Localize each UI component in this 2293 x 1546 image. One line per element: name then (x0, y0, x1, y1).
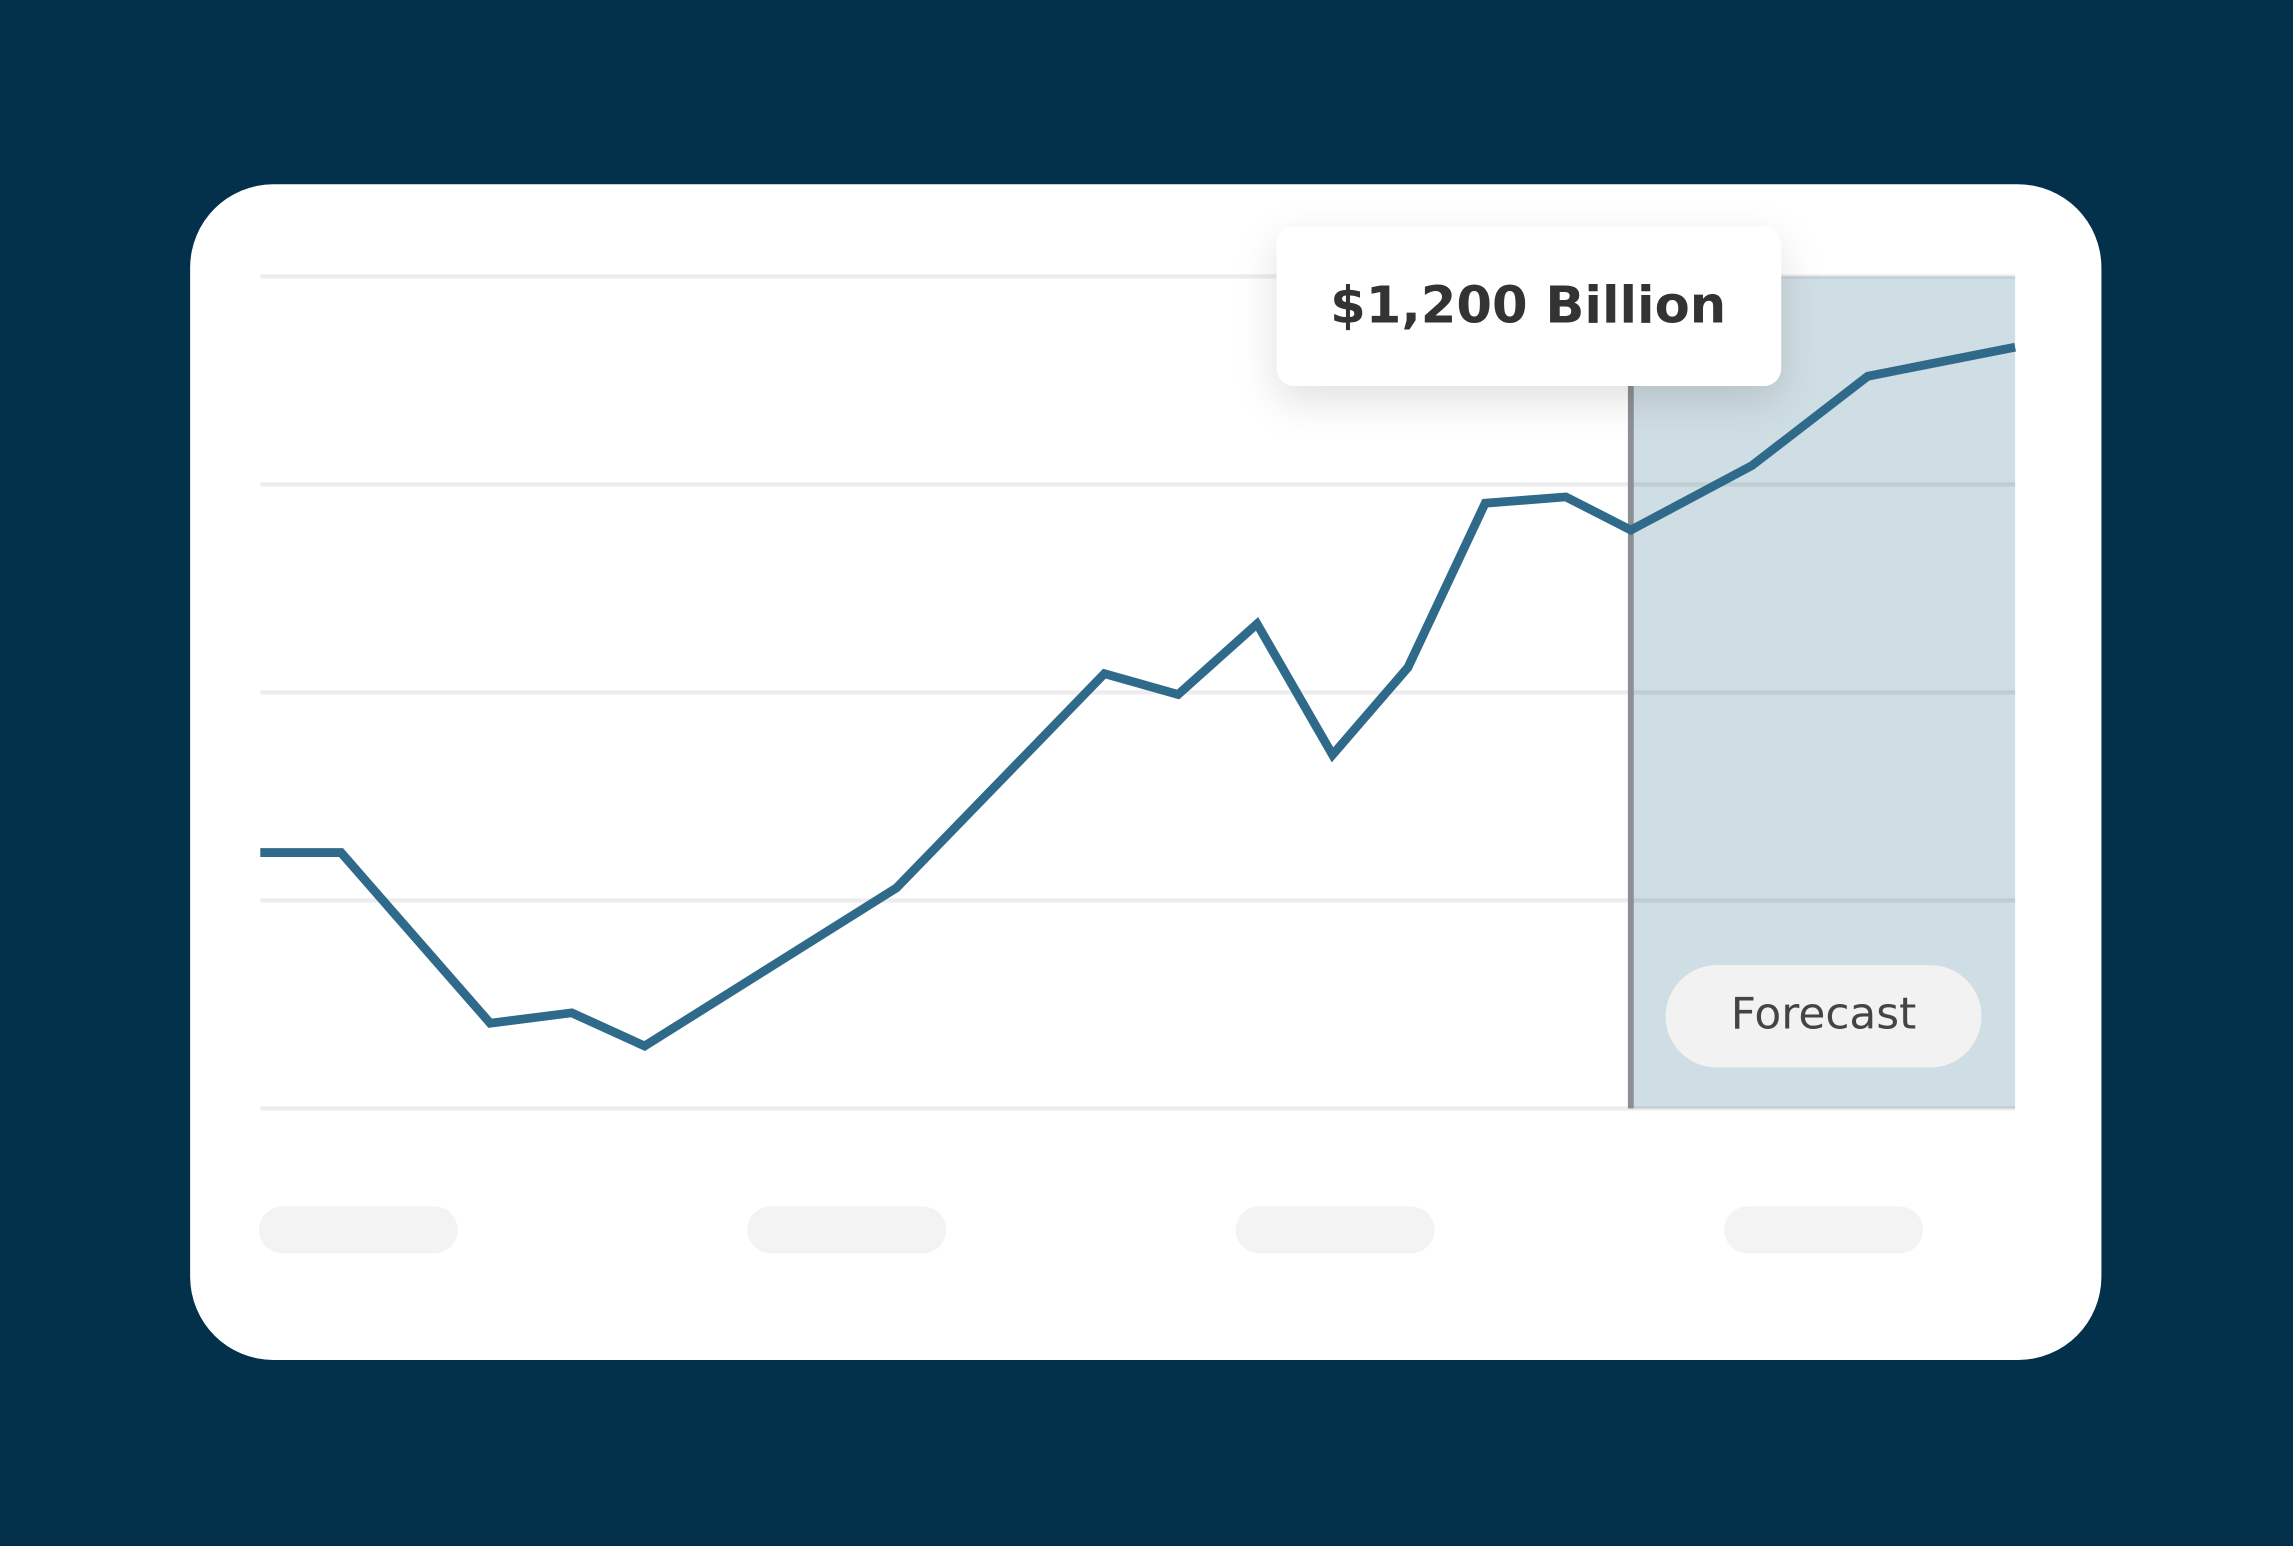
forecast-pill (1665, 965, 1982, 1068)
overlay: $1,200 Billion Forecast (1276, 226, 1982, 1068)
x-label-placeholder (747, 1206, 947, 1254)
card (190, 184, 2102, 1360)
x-label-placeholder (1724, 1206, 1924, 1254)
tooltip-text: $1,200 Billion (1330, 276, 1726, 336)
forecast-label: Forecast (1731, 988, 1917, 1039)
x-label-placeholder (1235, 1206, 1435, 1254)
data-line (260, 342, 2016, 1051)
x-label-placeholder (258, 1206, 458, 1254)
tooltip (1276, 226, 1782, 387)
